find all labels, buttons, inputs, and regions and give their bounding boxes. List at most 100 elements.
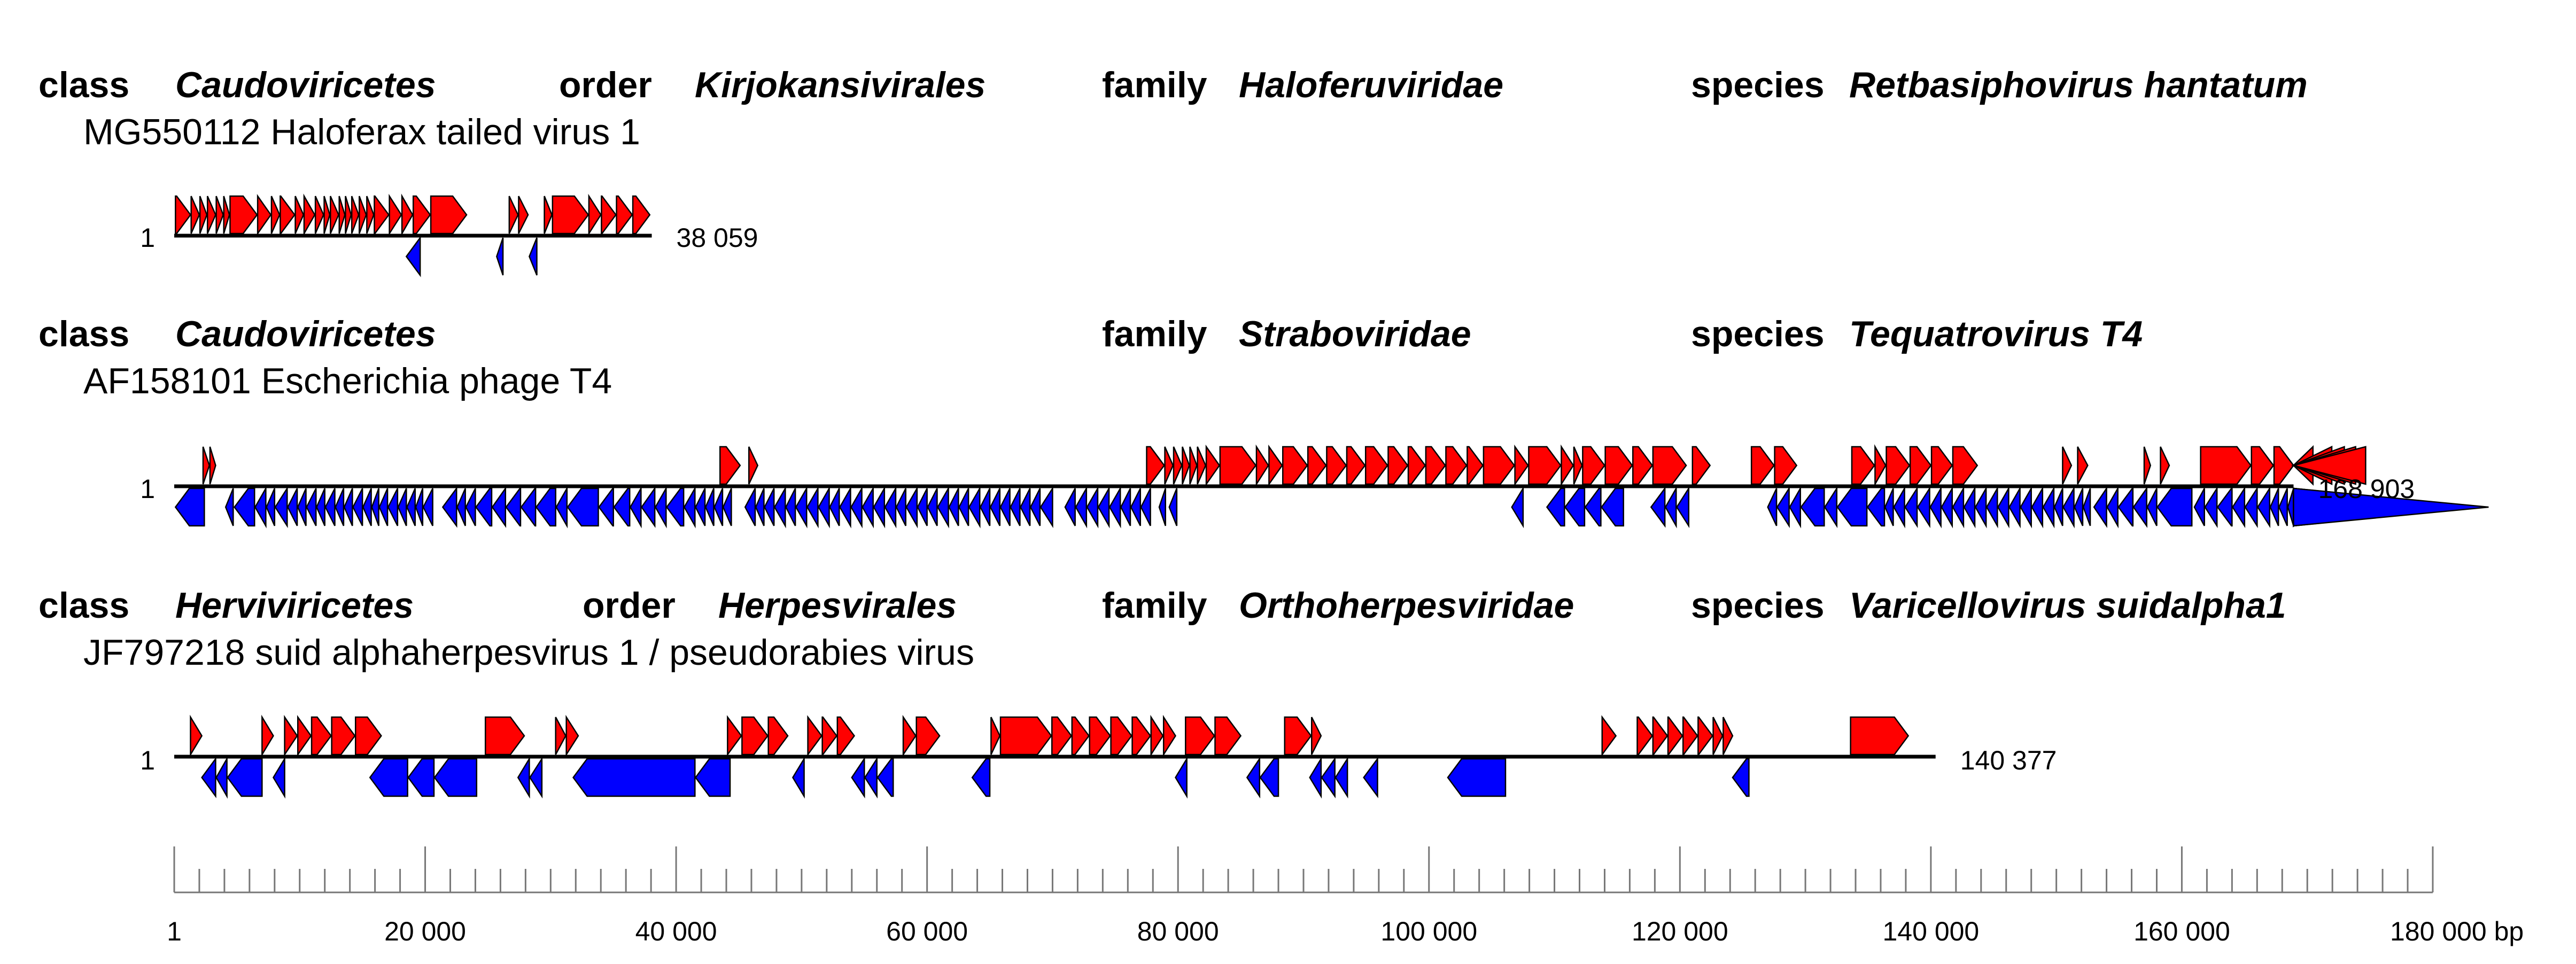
- reverse-gene: [1789, 486, 1801, 528]
- reverse-gene: [665, 487, 685, 527]
- forward-gene: [999, 716, 1052, 756]
- reverse-gene: [316, 488, 325, 526]
- reverse-gene: [335, 488, 345, 526]
- reverse-gene: [535, 487, 556, 527]
- reverse-gene: [2062, 486, 2075, 528]
- reverse-gene: [2278, 488, 2288, 526]
- reverse-gene: [441, 486, 457, 528]
- forward-gene: [767, 716, 789, 756]
- reverse-gene: [862, 486, 874, 528]
- forward-gene: [807, 715, 823, 757]
- forward-gene: [555, 717, 567, 755]
- reverse-gene: [613, 487, 631, 527]
- reverse-gene: [1086, 486, 1099, 528]
- forward-gene: [518, 196, 529, 234]
- reverse-gene: [895, 488, 906, 526]
- reverse-gene: [1029, 488, 1041, 526]
- forward-gene: [270, 196, 281, 234]
- forward-gene: [1214, 716, 1242, 756]
- genome-3-start-label: 1: [140, 745, 155, 775]
- forward-gene: [1692, 446, 1711, 485]
- forward-gene: [601, 195, 617, 235]
- reverse-gene: [1929, 486, 1942, 528]
- reverse-gene: [2193, 488, 2205, 526]
- forward-gene: [229, 195, 258, 235]
- forward-gene: [588, 193, 602, 236]
- forward-gene: [1886, 446, 1911, 485]
- reverse-gene: [1130, 488, 1142, 526]
- forward-gene: [1150, 714, 1164, 757]
- axis-tick-label: 40 000: [635, 916, 717, 946]
- forward-gene: [1185, 716, 1215, 756]
- reverse-gene: [1010, 488, 1021, 526]
- forward-gene: [1146, 446, 1165, 485]
- reverse-gene: [1108, 486, 1121, 528]
- reverse-gene: [567, 487, 599, 527]
- reverse-gene: [773, 486, 786, 528]
- reverse-gene: [2020, 486, 2032, 528]
- forward-gene: [1601, 715, 1617, 757]
- reverse-gene: [1321, 757, 1336, 798]
- reverse-gene: [1824, 486, 1838, 528]
- reverse-gene: [387, 488, 399, 526]
- reverse-gene: [839, 486, 851, 528]
- axis-tick-label: 60 000: [886, 916, 968, 946]
- genome-1-end-label: 38 059: [677, 223, 758, 253]
- reverse-gene: [1893, 486, 1905, 528]
- reverse-gene: [2287, 488, 2294, 526]
- reverse-gene: [2074, 488, 2084, 526]
- reverse-gene: [1941, 486, 1953, 528]
- reverse-gene: [369, 758, 408, 797]
- reverse-gene: [405, 236, 421, 277]
- reverse-gene: [829, 488, 840, 526]
- reverse-gene: [1985, 486, 1998, 528]
- genome-1-family-label: family: [1102, 65, 1207, 105]
- reverse-gene: [695, 488, 706, 526]
- reverse-gene: [1904, 486, 1918, 528]
- genome-3-header: class Herviviricetes order Herpesvirales…: [38, 585, 2286, 673]
- genome-1-species-name: Retbasiphovirus hantatum: [1849, 65, 2308, 105]
- reverse-gene: [324, 488, 336, 526]
- forward-gene: [1851, 446, 1875, 485]
- forward-gene: [401, 193, 414, 236]
- reverse-gene: [1650, 486, 1666, 528]
- forward-gene: [1110, 716, 1132, 756]
- reverse-gene: [254, 486, 267, 528]
- reverse-gene: [1601, 487, 1624, 527]
- reverse-gene: [406, 488, 416, 526]
- reverse-gene: [343, 488, 353, 526]
- reverse-gene: [2008, 486, 2021, 528]
- scale-axis: 1 20 000 40 000 60 000 80 000 100 000 120 000 1…: [167, 846, 2524, 946]
- forward-gene: [175, 195, 192, 235]
- reverse-gene: [905, 486, 918, 528]
- forward-gene: [1282, 446, 1308, 485]
- forward-gene: [430, 195, 468, 235]
- forward-gene: [1089, 716, 1111, 756]
- forward-gene: [359, 196, 367, 234]
- reverse-gene: [2093, 486, 2107, 528]
- reverse-gene: [433, 758, 478, 797]
- forward-gene: [1573, 446, 1583, 485]
- reverse-gene: [764, 488, 775, 526]
- forward-gene: [1722, 717, 1734, 755]
- reverse-gene: [792, 756, 805, 799]
- reverse-gene: [927, 488, 938, 526]
- reverse-gene: [629, 486, 642, 528]
- reverse-gene: [1664, 486, 1677, 528]
- reverse-gene: [1168, 488, 1178, 526]
- forward-gene: [1874, 444, 1887, 487]
- forward-gene: [284, 714, 298, 757]
- forward-gene: [1774, 446, 1798, 485]
- reverse-gene: [694, 758, 731, 797]
- reverse-gene: [555, 486, 568, 528]
- forward-gene: [1445, 446, 1468, 485]
- reverse-gene: [1997, 486, 2009, 528]
- reverse-gene: [1866, 487, 1886, 527]
- reverse-gene: [1917, 486, 1930, 528]
- reverse-gene: [806, 486, 819, 528]
- genome-2-accession: AF158101 Escherichia phage T4: [83, 361, 612, 401]
- genome-3-end-label: 140 377: [1960, 745, 2057, 775]
- forward-gene: [1930, 446, 1953, 485]
- reverse-gene: [1075, 486, 1088, 528]
- forward-gene: [1131, 716, 1152, 756]
